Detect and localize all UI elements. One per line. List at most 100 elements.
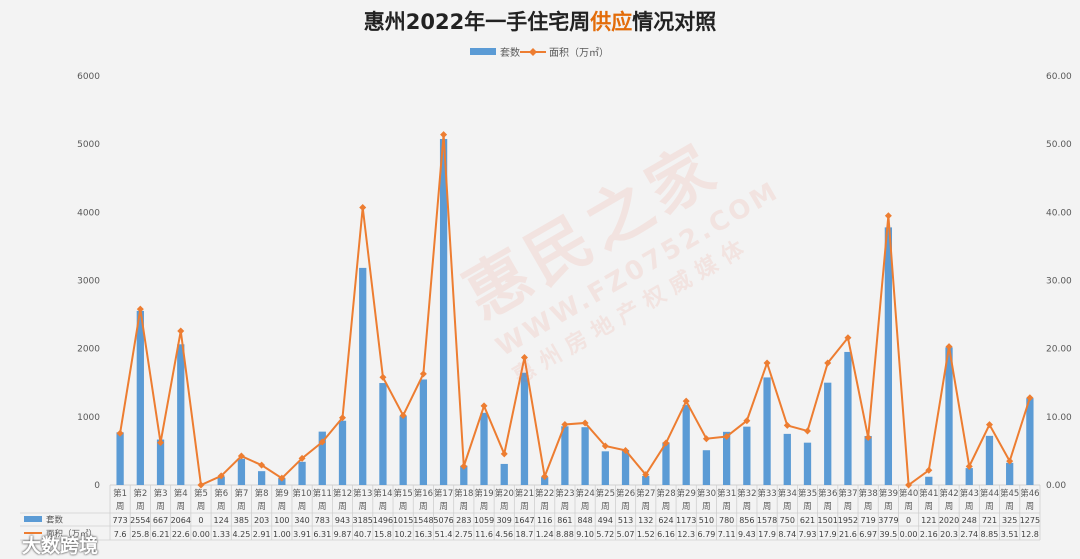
category-label-suffix-第17周: 周 [439,502,448,512]
bar-第43周 [965,468,973,485]
data-label-area-第29周: 12.3 [677,530,695,539]
data-label-area-第18周: 2.75 [455,530,473,539]
data-label-count-第16周: 1548 [413,516,433,525]
line-area-series [119,134,1031,487]
category-label-第43周: 第43 [960,488,979,499]
data-label-area-第43周: 2.74 [960,530,978,539]
category-label-第21周: 第21 [515,488,534,499]
category-label-suffix-第23周: 周 [561,502,570,512]
line-point-第45周 [1006,457,1014,465]
data-label-area-第3周: 6.21 [152,530,170,539]
line-point-第1周 [116,429,124,437]
data-label-area-第4周: 22.6 [172,530,190,539]
category-label-suffix-第6周: 周 [217,502,226,512]
data-label-area-第6周: 1.33 [212,530,230,539]
category-label-第33周: 第33 [757,488,776,499]
line-point-第24周 [581,419,589,427]
category-label-suffix-第11周: 周 [318,502,327,512]
bar-第41周 [925,476,933,485]
bar-第6周 [217,476,225,485]
bar-第44周 [985,435,994,485]
data-label-area-第14周: 15.8 [374,530,392,539]
data-label-count-第30周: 510 [699,516,714,525]
bar-第15周 [399,415,407,485]
data-label-area-第24周: 9.10 [576,530,594,539]
bar-第45周 [1006,462,1014,485]
bar-第14周 [379,383,387,485]
data-label-count-第43周: 248 [962,516,977,525]
data-label-count-第34周: 750 [780,516,795,525]
data-label-count-第15周: 1015 [393,516,413,525]
category-label-suffix-第20周: 周 [500,502,509,512]
bar-第32周 [743,426,751,485]
category-label-第15周: 第15 [393,488,412,499]
line-point-第19周 [480,402,488,410]
category-label-suffix-第32周: 周 [743,502,752,512]
bar-第18周 [460,465,468,485]
data-label-area-第22周: 1.24 [536,530,554,539]
bar-第39周 [884,227,893,485]
bar-第10周 [298,461,306,485]
right-axis-tick-20.00: 20.00 [1046,345,1072,355]
category-label-suffix-第9周: 周 [278,502,287,512]
data-label-area-第37周: 21.6 [839,530,857,539]
line-point-第44周 [985,421,993,429]
category-label-第35周: 第35 [798,488,817,499]
category-label-suffix-第19周: 周 [480,502,489,512]
line-point-第4周 [177,327,185,335]
line-point-第12周 [339,414,346,422]
category-label-suffix-第46周: 周 [1026,502,1035,512]
line-point-第11周 [318,438,326,446]
category-label-suffix-第28周: 周 [662,502,671,512]
line-point-第31周 [723,433,731,441]
data-label-area-第1周: 7.6 [114,530,127,539]
category-label-第7周: 第7 [234,488,248,499]
bar-第36周 [824,382,832,485]
chart-title-part-1: 供应 [589,10,632,34]
data-label-count-第33周: 1578 [757,516,777,525]
data-label-count-第14周: 1496 [373,516,393,525]
category-label-第20周: 第20 [495,488,514,499]
line-series [116,131,1034,489]
data-label-count-第11周: 783 [315,516,330,525]
line-point-第2周 [136,305,144,313]
category-label-suffix-第41周: 周 [925,502,934,512]
data-label-count-第25周: 494 [598,516,613,525]
category-label-suffix-第8周: 周 [257,502,266,512]
data-label-area-第30周: 6.79 [698,530,716,539]
line-point-第22周 [541,473,549,481]
data-label-area-第33周: 17.9 [758,530,776,539]
data-label-count-第13周: 3185 [353,516,373,525]
chart-title-part-0: 惠州2022年一手住宅周 [364,10,590,34]
data-label-count-第32周: 856 [739,516,754,525]
data-label-area-第44周: 8.85 [981,530,999,539]
category-label-第17周: 第17 [434,488,453,499]
category-label-第34周: 第34 [778,488,797,499]
data-label-count-第2周: 2554 [130,516,150,525]
category-label-第41周: 第41 [919,488,938,499]
data-label-area-第7周: 4.25 [233,530,251,539]
data-label-count-第21周: 1647 [514,516,534,525]
category-label-suffix-第12周: 周 [338,502,347,512]
data-label-count-第39周: 3779 [878,516,898,525]
category-label-第24周: 第24 [575,488,594,499]
category-label-第26周: 第26 [616,488,635,499]
line-point-第17周 [440,131,448,139]
line-point-第6周 [217,472,225,480]
data-label-area-第21周: 18.7 [516,530,534,539]
data-label-count-第18周: 283 [456,516,471,525]
line-point-第43周 [965,462,973,470]
data-label-area-第39周: 39.5 [879,530,897,539]
category-label-suffix-第43周: 周 [965,502,974,512]
line-point-第37周 [844,334,852,342]
bar-第12周 [338,420,347,485]
bar-第26周 [621,450,630,485]
category-label-第27周: 第27 [636,488,655,499]
data-label-area-第20周: 4.56 [495,530,513,539]
data-label-count-第26周: 513 [618,516,633,525]
category-label-suffix-第33周: 周 [763,502,772,512]
category-label-第1周: 第1 [113,488,127,499]
category-label-suffix-第7周: 周 [237,502,246,512]
data-label-area-第40周: 0.00 [900,530,918,539]
